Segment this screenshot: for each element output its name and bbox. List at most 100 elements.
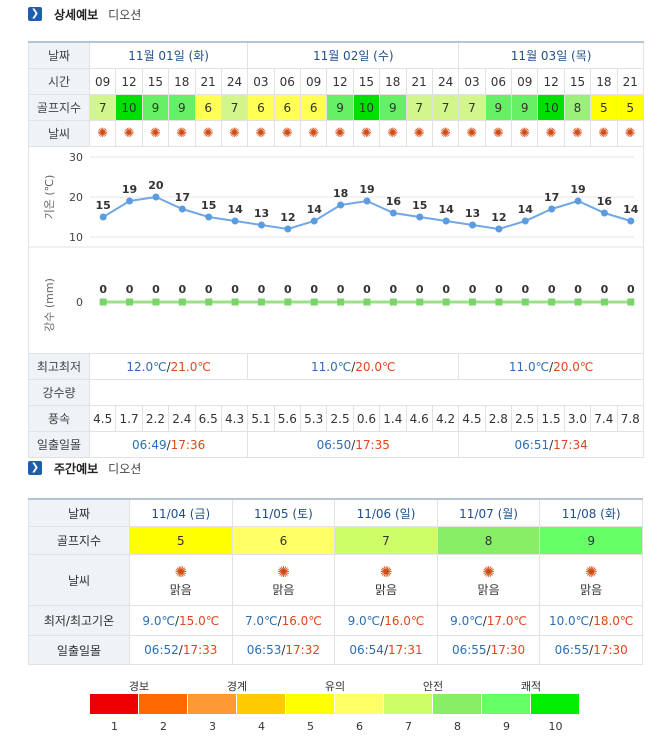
time-cell: 09 [299,68,328,95]
weekly-location: 디오션 [108,461,142,476]
sun-icon: ✺ [334,126,346,141]
rain-point [442,298,450,306]
rain-point [548,298,556,306]
temp-point [548,205,556,213]
sunrise-sunset-cell: 06:51/17:34 [458,431,644,458]
weather-text: 맑음 [374,582,398,597]
temp-data-label: 13 [465,207,480,220]
time-separator: / [486,643,491,657]
rain-point [521,298,529,306]
sunset-time: 17:31 [388,643,423,657]
temp-tick-label: 20 [69,191,83,204]
time-separator: / [549,437,554,452]
rain-data-label: 0 [258,283,266,296]
weather-cell: ✺ [194,120,222,147]
weather-text: 맑음 [272,582,295,597]
wind-cell: 1.4 [379,405,407,432]
weekly-sun-row: 일출일몰 06:52/17:33 06:53/17:32 06:54/17:31 06:… [28,635,643,665]
weekly-label-minmax: 최저/최고기온 [28,605,130,636]
wind-cell: 1.5 [537,405,565,432]
time-cell: 06 [484,68,513,95]
sunrise-time: 06:49 [132,437,167,452]
temp-data-label: 12 [491,211,506,224]
wind-cell: 2.5 [326,405,354,432]
temp-data-label: 15 [412,199,427,212]
sunrise-time: 06:54 [349,643,384,657]
weather-text: 맑음 [169,582,192,597]
weather-cell: ✺ [141,120,170,147]
temp-separator: / [174,613,179,628]
golf-index-cell: 10 [537,94,565,121]
sun-icon: ✺ [176,126,188,141]
sun-icon: ✺ [308,126,320,141]
time-cell: 03 [458,68,486,95]
legend-number: 10 [548,720,563,733]
temp-separator: / [549,359,554,374]
wind-cell: 0.6 [352,405,381,432]
rain-point [363,298,371,306]
temp-data-label: 14 [227,203,243,216]
weekly-date-cell: 11/08 (화) [539,498,643,527]
golf-index-cell: 10 [352,94,381,121]
chart-row: 30 20 10 기온 (℃) 15 19 20 17 15 14 13 12 14 18 19 16 15 14… [28,146,644,354]
weather-cell: ✺ [352,120,381,147]
wind-cell: 5.3 [299,405,328,432]
weekly-golf-cell: 6 [231,526,336,555]
sun-icon: ✺ [492,126,504,141]
rain-data-label: 0 [390,283,398,296]
temp-data-label: 15 [201,199,216,212]
golf-index-cell: 7 [88,94,117,121]
weekly-golf-cell: 8 [436,526,541,555]
golf-index-cell: 5 [590,94,618,121]
temp-point [389,209,397,217]
time-cell: 15 [352,68,381,95]
temp-data-label: 18 [333,187,348,200]
time-cell: 03 [247,68,275,95]
sunrise-time: 06:55 [451,643,487,657]
rain-data-label: 0 [152,283,160,296]
rain-point [205,298,213,306]
weekly-weather-cell: ✺ 맑음 [539,554,643,606]
weekly-minmax-cell: 9.0℃/17.0℃ [436,605,541,636]
weekly-sun-cell: 06:54/17:31 [334,635,438,665]
time-cell: 15 [141,68,170,95]
min-temp: 11.0℃ [311,359,352,374]
legend-number: 5 [307,720,314,733]
legend-color-bar [90,694,580,714]
max-temp: 21.0℃ [170,359,211,374]
temp-point [99,213,107,221]
weekly-weather-cell: ✺ 맑음 [334,554,438,606]
golf-index-cell: 6 [247,94,275,121]
temp-point [574,197,582,205]
legend-number: 6 [356,720,363,733]
sunrise-time: 06:55 [554,643,590,657]
temp-point [257,221,265,229]
legend-label: 경계 [226,680,248,693]
weekly-label-sun: 일출일몰 [28,635,130,665]
weekly-date-cell: 11/07 (월) [436,498,541,527]
temp-data-label: 19 [359,183,374,196]
legend-numbers: 1 2 3 4 5 6 7 8 9 10 [90,720,580,733]
time-separator: / [383,643,388,657]
row-label-wind: 풍속 [28,405,90,432]
rain-point [178,298,186,306]
sun-icon: ✺ [277,562,290,581]
golf-index-cell: 7 [431,94,460,121]
day-header: 11월 01일 (화) [88,41,249,69]
wind-cell: 5.6 [273,405,302,432]
temp-point [521,217,529,225]
weather-text: 맑음 [580,582,603,597]
wind-cell: 2.8 [484,405,513,432]
golf-index-row: 골프지수 7 10 9 9 6 7 6 6 6 9 10 9 7 7 7 9 9 10 8 5 5 [28,94,644,121]
weekly-date-cell: 11/06 (일) [334,498,438,527]
temp-tick-label: 30 [69,151,83,164]
rain-point [99,298,107,306]
temp-separator: / [166,359,171,374]
weather-cell: ✺ [537,120,565,147]
golf-index-cell: 6 [194,94,222,121]
sunrise-time: 06:52 [144,643,179,657]
minmax-cell: 11.0℃/20.0℃ [247,353,460,380]
wind-cell: 5.1 [247,405,275,432]
legend-swatch [433,694,482,714]
weekly-minmax-row: 최저/최고기온 9.0℃/15.0℃ 7.0℃/16.0℃ 9.0℃/16.0℃ 9.0… [28,605,643,636]
